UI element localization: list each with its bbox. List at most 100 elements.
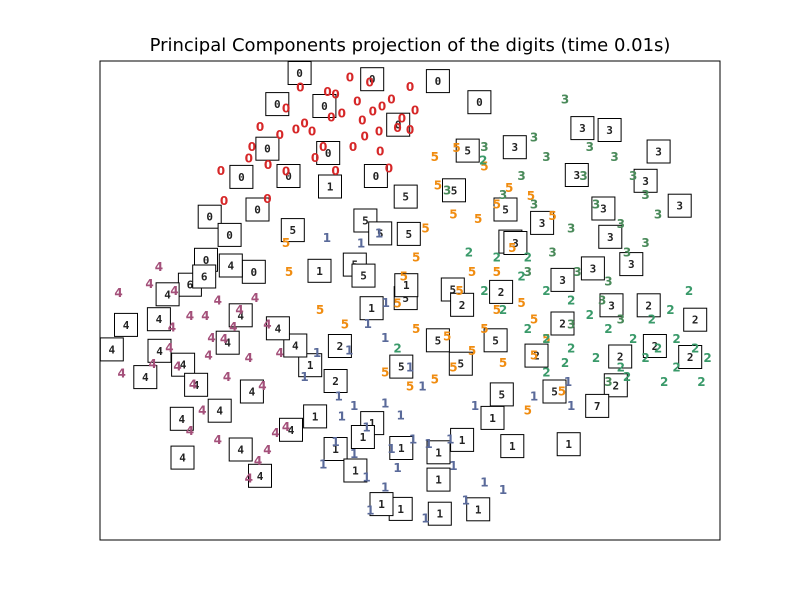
- thumbnail-digit: 2: [337, 340, 344, 353]
- digit-thumbnail: 1: [298, 353, 323, 378]
- thumbnail-digit: 5: [289, 224, 296, 237]
- thumbnail-digit: 3: [511, 141, 518, 154]
- data-point-label: 0: [323, 85, 331, 99]
- data-point-label: 4: [235, 303, 243, 317]
- data-point-label: 4: [245, 351, 253, 365]
- data-point-label: 1: [387, 442, 395, 456]
- data-point-label: 5: [412, 250, 420, 264]
- digit-thumbnail: 5: [542, 379, 567, 404]
- data-point-label: 3: [567, 317, 575, 331]
- data-point-label: 1: [381, 480, 389, 494]
- data-point-label: 2: [703, 351, 711, 365]
- thumbnail-digit: 3: [559, 274, 566, 287]
- data-point-label: 5: [548, 209, 556, 223]
- digit-thumbnail: 1: [394, 273, 419, 298]
- data-point-label: 4: [149, 357, 157, 371]
- data-point-label: 5: [468, 265, 476, 279]
- thumbnail-box: [327, 334, 352, 358]
- data-point-label: 1: [364, 317, 372, 331]
- data-point-label: 5: [434, 179, 442, 193]
- digit-thumbnail: 5: [389, 354, 414, 379]
- digit-thumbnail: 5: [396, 221, 421, 246]
- data-point-label: 1: [362, 471, 370, 485]
- data-point-label: 3: [610, 150, 618, 164]
- digit-thumbnail: 2: [642, 334, 667, 358]
- digit-thumbnail: 1: [369, 492, 394, 517]
- data-point-label: 5: [530, 349, 538, 363]
- thumbnail-box: [455, 138, 480, 163]
- thumbnail-digit: 4: [142, 371, 149, 384]
- data-point-label: 0: [369, 104, 377, 118]
- data-point-label: 1: [499, 483, 507, 497]
- thumbnail-digit: 0: [203, 254, 210, 267]
- thumbnail-digit: 0: [321, 100, 328, 113]
- data-point-label: 1: [446, 432, 454, 446]
- digit-thumbnail: 5: [448, 351, 473, 376]
- digit-thumbnail: 0: [197, 204, 222, 229]
- thumbnail-digit: 5: [498, 388, 505, 401]
- data-point-label: 5: [517, 296, 525, 310]
- thumbnail-digit: 3: [676, 200, 683, 213]
- data-point-label: 2: [542, 284, 550, 298]
- digit-thumbnail: 0: [217, 222, 242, 247]
- data-point-label: 2: [666, 303, 674, 317]
- data-point-label: 5: [480, 322, 488, 336]
- data-point-label: 3: [561, 92, 569, 106]
- thumbnail-digit: 1: [398, 442, 405, 455]
- thumbnail-box: [318, 174, 342, 199]
- data-point-label: 0: [385, 161, 393, 175]
- thumbnail-box: [450, 292, 475, 317]
- data-point-label: 1: [331, 435, 339, 449]
- digit-thumbnail: 4: [279, 417, 303, 442]
- data-point-label: 5: [524, 404, 532, 418]
- digit-thumbnail: 2: [683, 307, 708, 332]
- data-point-label: 4: [173, 360, 181, 374]
- digit-thumbnail: 5: [483, 328, 508, 353]
- thumbnail-box: [393, 184, 418, 209]
- digit-thumbnail: 3: [646, 139, 671, 164]
- data-point-label: 0: [282, 165, 290, 179]
- thumbnail-digit: 0: [296, 67, 303, 80]
- thumbnail-box: [426, 467, 451, 492]
- thumbnail-box: [493, 197, 518, 222]
- digit-thumbnail: 1: [427, 501, 452, 526]
- data-point-label: 2: [465, 246, 473, 260]
- thumbnail-box: [599, 293, 624, 318]
- thumbnail-box: [603, 373, 628, 398]
- data-point-label: 3: [641, 188, 649, 202]
- digit-thumbnail: 0: [255, 136, 280, 161]
- thumbnail-box: [425, 328, 450, 353]
- thumbnail-layer: 0000000000000000155555555555555551112233…: [99, 61, 708, 526]
- digit-thumbnail: 4: [228, 303, 253, 328]
- digit-thumbnail: 3: [580, 256, 605, 281]
- data-point-label: 4: [245, 472, 253, 486]
- thumbnail-digit: 3: [590, 262, 597, 275]
- digit-thumbnail: 5: [280, 218, 305, 243]
- data-point-label: 5: [474, 212, 482, 226]
- thumbnail-digit: 1: [332, 443, 339, 456]
- thumbnail-digit: 5: [464, 145, 471, 158]
- digit-thumbnail: 0: [276, 164, 301, 188]
- data-point-label: 0: [366, 76, 374, 90]
- digit-thumbnail: 1: [500, 434, 525, 459]
- data-point-label: 0: [264, 158, 272, 172]
- data-point-label: 0: [353, 95, 361, 109]
- digit-thumbnail: 4: [146, 307, 171, 332]
- thumbnail-digit: 0: [285, 170, 292, 183]
- digit-thumbnail: 4: [99, 337, 124, 362]
- digit-thumbnail: 3: [591, 196, 616, 221]
- thumbnail-box: [197, 204, 222, 229]
- thumbnail-box: [312, 94, 337, 118]
- digit-thumbnail: 4: [228, 437, 253, 462]
- digit-thumbnail: 4: [170, 445, 195, 470]
- thumbnail-box: [146, 307, 171, 332]
- thumbnail-box: [215, 330, 240, 355]
- thumbnail-digit: 5: [451, 184, 458, 197]
- thumbnail-digit: 1: [378, 498, 385, 511]
- data-point-label: 4: [165, 341, 173, 355]
- thumbnail-box: [369, 492, 394, 517]
- data-point-label: 0: [292, 123, 300, 137]
- data-point-label: 3: [542, 150, 550, 164]
- data-point-label: 0: [331, 88, 339, 102]
